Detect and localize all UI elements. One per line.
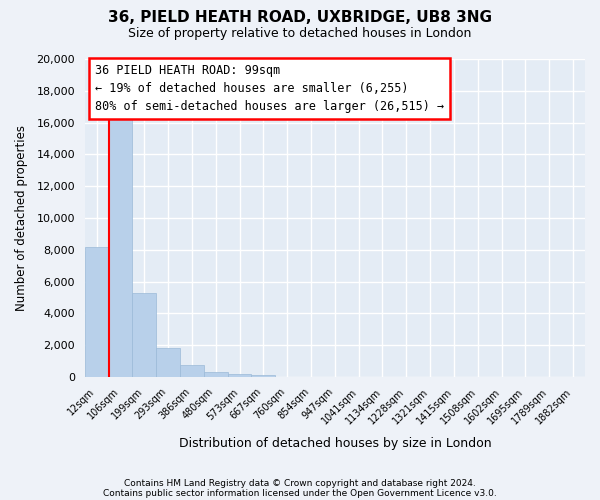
Bar (251, 376, 275, 377)
Bar (156, 348, 180, 377)
Bar (180, 365, 204, 377)
Bar (85, 246, 109, 377)
Bar (133, 292, 156, 377)
Text: 36, PIELD HEATH ROAD, UXBRIDGE, UB8 3NG: 36, PIELD HEATH ROAD, UXBRIDGE, UB8 3NG (108, 10, 492, 25)
X-axis label: Distribution of detached houses by size in London: Distribution of detached houses by size … (179, 437, 491, 450)
Text: 36 PIELD HEATH ROAD: 99sqm
← 19% of detached houses are smaller (6,255)
80% of s: 36 PIELD HEATH ROAD: 99sqm ← 19% of deta… (95, 64, 444, 113)
Text: Contains public sector information licensed under the Open Government Licence v3: Contains public sector information licen… (103, 488, 497, 498)
Bar (227, 374, 251, 377)
Y-axis label: Number of detached properties: Number of detached properties (15, 125, 28, 311)
Text: Size of property relative to detached houses in London: Size of property relative to detached ho… (128, 28, 472, 40)
Bar (204, 372, 227, 377)
Text: Contains HM Land Registry data © Crown copyright and database right 2024.: Contains HM Land Registry data © Crown c… (124, 478, 476, 488)
Bar (109, 113, 133, 377)
